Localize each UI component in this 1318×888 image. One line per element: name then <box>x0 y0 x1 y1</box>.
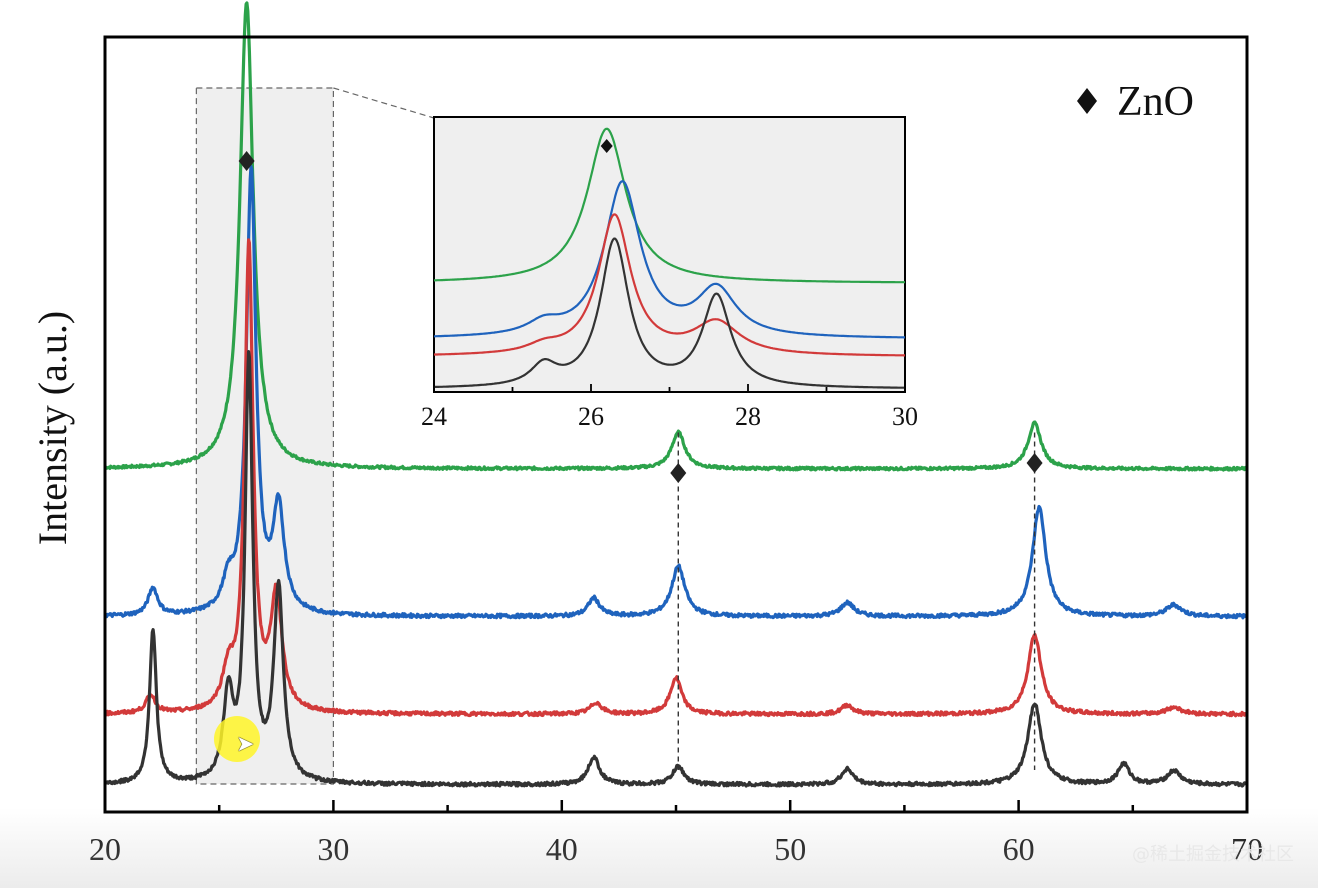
inset-plot: 24 26 28 30 <box>421 116 918 431</box>
inset-series-line-3 <box>434 213 905 357</box>
cursor-icon: ➤ <box>236 732 255 757</box>
legend-diamond-icon <box>1077 88 1097 114</box>
inset-x-tick-label: 24 <box>421 402 447 431</box>
series-line-2 <box>103 164 1249 620</box>
series-line-1 <box>104 1 1249 472</box>
x-tick-label: 70 <box>1231 831 1263 867</box>
cursor-highlight <box>214 716 260 762</box>
inset-peak-diamond-marker <box>600 139 613 153</box>
inset-x-tick-label: 26 <box>578 402 604 431</box>
inset-x-tick-label: 28 <box>735 402 761 431</box>
inset-series-line-2 <box>434 180 905 339</box>
y-axis-label: Intensity (a.u.) <box>30 311 75 545</box>
x-tick-label: 20 <box>89 831 121 867</box>
inset-series-line-4 <box>433 237 905 389</box>
peak-diamond-marker <box>670 463 687 483</box>
series-line-4 <box>104 350 1248 788</box>
x-tick-label: 30 <box>317 831 349 867</box>
zoom-connector-line <box>333 87 435 119</box>
inset-frame <box>433 116 906 393</box>
inset-x-tick-label: 30 <box>892 402 918 431</box>
watermark-text: @稀土掘金技术社区 <box>1132 844 1294 865</box>
x-tick-label: 40 <box>546 831 578 867</box>
main-plot-area: 20 30 40 50 60 70 Intensity (a.u.) ZnO <box>30 1 1263 867</box>
x-tick-label: 60 <box>1003 831 1035 867</box>
x-tick-label: 50 <box>774 831 806 867</box>
peak-diamond-marker <box>238 151 255 171</box>
inset-series-line-1 <box>433 127 905 284</box>
legend-label: ZnO <box>1117 79 1194 125</box>
series-line-3 <box>104 238 1249 718</box>
peak-diamond-marker <box>1026 453 1043 473</box>
